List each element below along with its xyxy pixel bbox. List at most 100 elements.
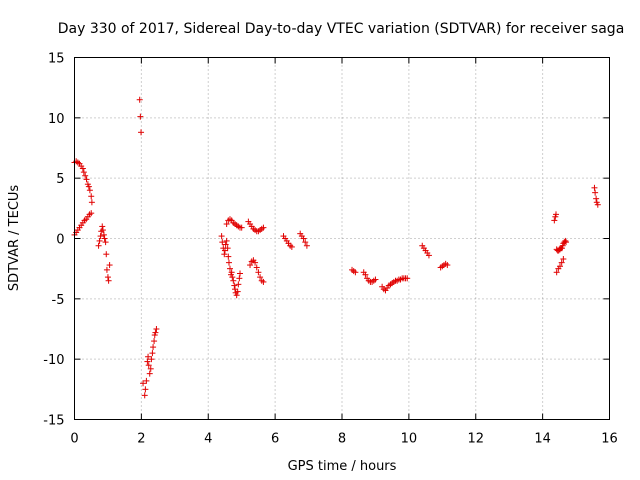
chart-title: Day 330 of 2017, Sidereal Day-to-day VTE…: [58, 21, 625, 37]
data-point: [594, 201, 601, 208]
data-point: [593, 195, 600, 202]
data-point: [88, 210, 95, 217]
x-tick-label: 14: [534, 432, 551, 447]
data-point: [222, 241, 229, 248]
data-point: [151, 338, 158, 345]
data-point: [231, 282, 238, 289]
data-point: [83, 176, 90, 183]
data-point: [252, 259, 259, 266]
data-point: [255, 269, 262, 276]
data-point: [82, 172, 89, 179]
y-axis-tick-labels: -15 -10 -5 0 5 10 15: [43, 52, 64, 429]
data-point: [153, 326, 160, 332]
data-point: [103, 266, 110, 273]
data-point: [226, 265, 233, 272]
data-point: [362, 271, 369, 278]
data-point: [229, 274, 236, 281]
x-tick-label: 12: [467, 432, 484, 447]
data-point: [225, 259, 232, 266]
data-point: [592, 189, 599, 196]
data-point: [553, 211, 559, 218]
data-point: [551, 217, 558, 224]
data-point: [149, 350, 156, 357]
data-point: [148, 356, 155, 363]
data-point: [591, 184, 598, 191]
data-point: [425, 252, 432, 259]
data-point: [257, 274, 264, 281]
data-point: [260, 224, 267, 231]
data-point: [97, 233, 104, 240]
data-point: [105, 277, 112, 284]
y-tick-label: 10: [48, 112, 65, 127]
data-point: [141, 392, 148, 399]
data-point: [147, 365, 154, 372]
x-tick-label: 10: [401, 432, 418, 447]
data-point: [86, 187, 93, 194]
data-point: [234, 288, 241, 295]
data-point: [138, 129, 145, 136]
data-point: [560, 256, 567, 263]
data-point: [221, 251, 228, 258]
y-tick-label: 5: [56, 172, 64, 187]
y-tick-label: -10: [43, 353, 64, 368]
data-point: [372, 276, 379, 283]
y-tick-label: -15: [43, 414, 64, 429]
data-point: [145, 353, 152, 360]
data-point: [238, 224, 245, 231]
data-point: [95, 242, 102, 249]
data-point: [137, 113, 144, 120]
data-point: [152, 329, 159, 336]
data-point: [219, 239, 226, 246]
data-point: [223, 237, 230, 244]
data-point: [300, 235, 307, 242]
y-tick-label: -5: [52, 293, 65, 308]
data-point: [230, 277, 237, 284]
data-point: [103, 251, 110, 258]
data-point: [553, 269, 560, 276]
data-point: [235, 281, 242, 288]
data-point: [150, 344, 157, 351]
x-tick-label: 2: [137, 432, 145, 447]
data-point: [80, 169, 87, 176]
data-point: [260, 278, 267, 285]
data-point: [228, 269, 235, 276]
data-point: [142, 386, 149, 393]
data-point: [104, 274, 111, 281]
x-tick-label: 4: [204, 432, 212, 447]
data-point: [88, 193, 95, 200]
data-point: [233, 292, 240, 299]
x-tick-label: 6: [271, 432, 279, 447]
data-points: [71, 96, 601, 399]
data-point: [557, 263, 564, 270]
data-point: [85, 183, 92, 190]
data-point: [106, 262, 113, 269]
data-point: [352, 269, 359, 276]
data-point: [79, 165, 86, 172]
data-point: [100, 231, 107, 238]
data-point: [237, 270, 244, 277]
data-point: [96, 237, 103, 244]
data-point: [558, 259, 565, 266]
data-point: [225, 253, 232, 260]
data-point: [224, 245, 231, 252]
data-point: [102, 239, 109, 246]
x-axis-label: GPS time / hours: [288, 459, 397, 474]
gridlines: [74, 57, 610, 420]
data-point: [223, 221, 230, 228]
y-tick-label: 0: [56, 233, 64, 248]
x-tick-label: 0: [70, 432, 78, 447]
data-point: [143, 377, 150, 384]
data-point: [253, 264, 260, 271]
data-point: [99, 227, 106, 234]
data-point: [146, 370, 153, 377]
data-point: [563, 239, 570, 246]
data-point: [101, 235, 108, 242]
data-point: [218, 233, 225, 240]
data-point: [288, 243, 295, 250]
x-tick-label: 8: [338, 432, 346, 447]
data-point: [303, 242, 310, 249]
data-point: [136, 96, 143, 103]
y-axis-label: SDTVAR / TECUs: [7, 185, 22, 292]
data-point: [302, 239, 309, 246]
